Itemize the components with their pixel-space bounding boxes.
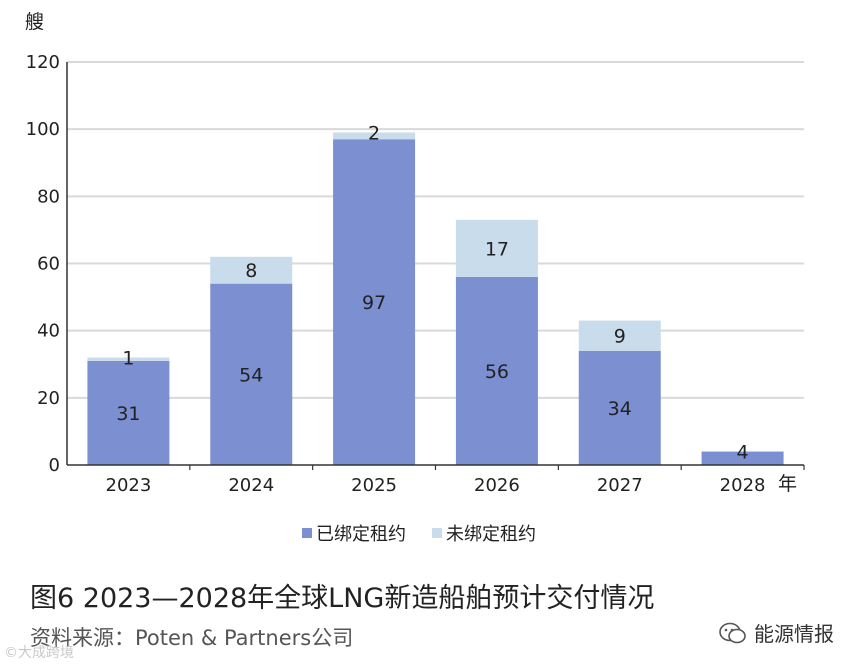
bar-unbound-2024 xyxy=(210,256,293,284)
bar-unbound-2026 xyxy=(455,219,538,277)
data-label: 56 xyxy=(485,361,509,383)
data-label: 34 xyxy=(608,398,632,420)
figure-caption: 图6 2023—2028年全球LNG新造船舶预计交付情况 xyxy=(30,583,655,614)
y-tick-label: 100 xyxy=(26,119,60,140)
bar-bound-2027 xyxy=(578,350,661,465)
y-tick-label: 80 xyxy=(37,186,60,207)
x-tick-label: 2027 xyxy=(597,475,643,496)
x-axis-label: 年 xyxy=(778,473,797,495)
data-label: 8 xyxy=(245,260,257,282)
y-axis-label: 艘 xyxy=(25,11,44,33)
y-tick-labels: 0 20 40 60 80 100 120 xyxy=(26,52,60,476)
bar-bound-2023 xyxy=(87,360,170,465)
y-tick-label: 20 xyxy=(37,388,60,409)
bar-unbound-2027 xyxy=(578,320,661,351)
x-tick-label: 2023 xyxy=(106,475,152,496)
legend-swatch xyxy=(302,528,312,538)
watermark: ©大成跨境 xyxy=(4,645,74,661)
legend-label: 未绑定租约 xyxy=(446,524,536,545)
wechat-account: 能源情报 xyxy=(718,618,834,647)
y-tick-label: 0 xyxy=(49,455,60,476)
data-label: 97 xyxy=(362,292,386,314)
y-tick-label: 120 xyxy=(26,52,60,73)
bar-bound-2026 xyxy=(455,276,538,465)
x-tick-label: 2025 xyxy=(351,475,397,496)
data-label: 1 xyxy=(122,348,134,370)
bar-unbound-2025 xyxy=(333,132,416,140)
data-label: 54 xyxy=(239,364,263,386)
wechat-icon xyxy=(719,622,746,643)
legend: 已绑定租约 未绑定租约 xyxy=(302,524,536,545)
x-tick-labels: 2023 2024 2025 2026 2027 2028 xyxy=(106,465,805,496)
legend-swatch xyxy=(432,528,442,538)
bar-unbound-2023 xyxy=(87,357,170,361)
y-tick-label: 40 xyxy=(37,321,60,342)
data-label: 4 xyxy=(737,442,749,464)
legend-label: 已绑定租约 xyxy=(316,524,406,545)
source-note: 资料来源：Poten & Partners公司 xyxy=(30,626,354,650)
wechat-account-name: 能源情报 xyxy=(754,622,834,646)
data-label: 17 xyxy=(485,238,509,260)
bar-bound-2025 xyxy=(333,139,416,465)
x-tick-label: 2028 xyxy=(720,475,766,496)
grid-lines xyxy=(67,61,804,399)
x-tick-label: 2026 xyxy=(474,475,520,496)
bars: 31 1 54 8 97 2 56 17 34 9 4 xyxy=(87,123,784,465)
data-label: 9 xyxy=(614,326,626,348)
data-label: 2 xyxy=(368,123,380,145)
bar-bound-2024 xyxy=(210,283,293,465)
data-label: 31 xyxy=(116,403,140,425)
x-tick-label: 2024 xyxy=(228,475,274,496)
bar-bound-2028 xyxy=(701,451,784,465)
y-tick-label: 60 xyxy=(37,254,60,275)
